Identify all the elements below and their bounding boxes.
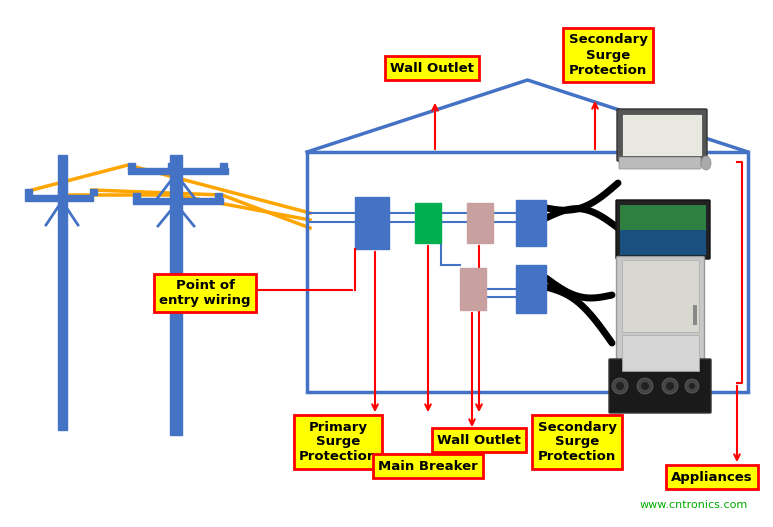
Bar [516, 265, 546, 313]
Text: Wall Outlet: Wall Outlet [390, 62, 474, 74]
FancyBboxPatch shape [609, 359, 711, 413]
Circle shape [612, 378, 628, 394]
Text: Appliances: Appliances [671, 471, 753, 483]
Text: Main Breaker: Main Breaker [378, 460, 478, 473]
Circle shape [616, 382, 624, 390]
Bar [620, 205, 706, 230]
Bar [620, 205, 706, 255]
Bar [133, 198, 223, 204]
Bar [90, 189, 97, 195]
Circle shape [666, 382, 674, 390]
Bar [25, 195, 93, 201]
FancyBboxPatch shape [617, 109, 707, 161]
Bar [693, 305, 697, 325]
Circle shape [685, 379, 699, 393]
Circle shape [637, 378, 653, 394]
Bar [58, 155, 67, 430]
Bar [220, 163, 227, 169]
Bar [173, 193, 180, 199]
Bar [622, 260, 699, 332]
Bar [307, 152, 748, 392]
FancyBboxPatch shape [617, 257, 704, 375]
Ellipse shape [701, 156, 711, 170]
Bar [622, 335, 699, 371]
Circle shape [641, 382, 649, 390]
FancyBboxPatch shape [616, 200, 710, 259]
Bar [355, 197, 389, 249]
Bar [460, 268, 486, 310]
Bar [620, 230, 706, 255]
Bar [128, 163, 135, 169]
Bar [25, 189, 32, 195]
Bar [133, 193, 140, 199]
Text: Wall Outlet: Wall Outlet [437, 434, 521, 446]
Bar [128, 168, 228, 174]
Bar [654, 158, 666, 166]
Bar [622, 114, 702, 156]
Text: Primary
Surge
Protection: Primary Surge Protection [299, 421, 377, 464]
Text: Secondary
Surge
Protection: Secondary Surge Protection [569, 34, 648, 76]
Bar [215, 193, 222, 199]
Bar [170, 155, 182, 435]
Bar [58, 189, 65, 195]
Text: www.cntronics.com: www.cntronics.com [640, 500, 748, 510]
FancyBboxPatch shape [619, 157, 701, 169]
Bar [168, 163, 175, 169]
Circle shape [689, 383, 695, 389]
Bar [516, 200, 546, 246]
Text: Point of
entry wiring: Point of entry wiring [159, 279, 250, 307]
Bar [415, 203, 441, 243]
Bar [467, 203, 493, 243]
Text: Secondary
Surge
Protection: Secondary Surge Protection [537, 421, 616, 464]
Circle shape [662, 378, 678, 394]
